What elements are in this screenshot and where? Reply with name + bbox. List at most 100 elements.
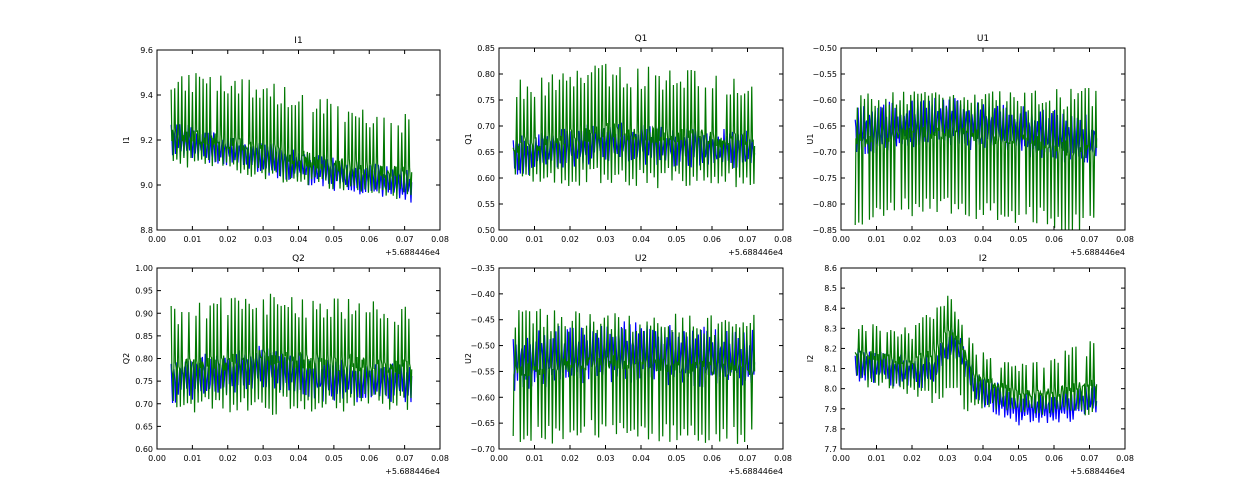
subplot-u1: 0.00 0.01 0.02 0.03 0.04 0.05 0.06 0.07 0.08 −0.8… bbox=[806, 34, 1134, 257]
x-tick-label: 0.04 bbox=[290, 454, 308, 463]
x-tick-label: 0.04 bbox=[632, 235, 650, 244]
y-tick-label: −0.50 bbox=[812, 44, 837, 53]
x-tick-label: 0.07 bbox=[739, 454, 757, 463]
x-tick-label: 0.03 bbox=[254, 454, 272, 463]
x-offset-label: +5.688446e4 bbox=[385, 467, 440, 476]
subplot-u2: 0.00 0.01 0.02 0.03 0.04 0.05 0.06 0.07 0.08 −0.7… bbox=[464, 254, 792, 476]
y-tick-label: 0.70 bbox=[477, 122, 495, 131]
x-offset-label: +5.688446e4 bbox=[385, 248, 440, 257]
x-tick-label: 0.04 bbox=[974, 235, 992, 244]
x-tick-label: 0.06 bbox=[703, 235, 721, 244]
x-tick-label: 0.08 bbox=[1116, 454, 1134, 463]
x-tick-label: 0.08 bbox=[774, 454, 792, 463]
x-tick-label: 0.08 bbox=[774, 235, 792, 244]
x-tick-label: 0.02 bbox=[903, 235, 921, 244]
subplot-i1: 0.00 0.01 0.02 0.03 0.04 0.05 0.06 0.07 0.08 8.8 9… bbox=[122, 36, 449, 257]
x-tick-label: 0.00 bbox=[490, 454, 508, 463]
y-tick-label: 0.55 bbox=[477, 200, 495, 209]
y-tick-label: 0.50 bbox=[477, 226, 495, 235]
y-tick-label: 0.80 bbox=[477, 70, 495, 79]
y-tick-label: 0.65 bbox=[135, 422, 153, 431]
y-tick-label: 8.5 bbox=[824, 284, 837, 293]
series-line-green bbox=[170, 73, 413, 200]
x-tick-label: 0.05 bbox=[668, 235, 686, 244]
x-tick-label: 0.06 bbox=[703, 454, 721, 463]
x-tick-label: 0.06 bbox=[1045, 454, 1063, 463]
x-tick-label: 0.07 bbox=[396, 454, 414, 463]
series-line-green bbox=[512, 63, 756, 189]
x-tick-label: 0.07 bbox=[739, 235, 757, 244]
subplot-q1: 0.00 0.01 0.02 0.03 0.04 0.05 0.06 0.07 0.08 0.50… bbox=[464, 34, 792, 257]
series-line-green bbox=[170, 293, 413, 415]
y-tick-label: −0.65 bbox=[812, 122, 837, 131]
y-tick-label: −0.45 bbox=[470, 316, 495, 325]
plot-area-q1 bbox=[512, 63, 756, 189]
y-tick-label: −0.65 bbox=[470, 419, 495, 428]
subplot-i2: 0.00 0.01 0.02 0.03 0.04 0.05 0.06 0.07 0.08 7.7 7… bbox=[806, 254, 1134, 476]
y-tick-label: 0.70 bbox=[135, 400, 153, 409]
y-axis-label: U2 bbox=[464, 353, 473, 364]
x-offset-label: +5.688446e4 bbox=[728, 248, 783, 257]
y-tick-label: −0.35 bbox=[470, 264, 495, 273]
x-tick-label: 0.01 bbox=[868, 235, 886, 244]
chart-title: U2 bbox=[635, 254, 647, 264]
y-tick-label: 0.85 bbox=[135, 332, 153, 341]
x-tick-label: 0.03 bbox=[597, 235, 615, 244]
y-tick-label: 0.95 bbox=[135, 287, 153, 296]
y-tick-label: 0.80 bbox=[135, 355, 153, 364]
y-tick-label: −0.60 bbox=[470, 393, 495, 402]
x-tick-label: 0.00 bbox=[832, 235, 850, 244]
x-tick-label: 0.05 bbox=[325, 235, 343, 244]
chart-title: U1 bbox=[977, 34, 989, 44]
x-tick-label: 0.06 bbox=[1045, 235, 1063, 244]
x-tick-label: 0.06 bbox=[360, 235, 378, 244]
x-tick-label: 0.08 bbox=[1116, 235, 1134, 244]
y-tick-label: 8.0 bbox=[824, 385, 837, 394]
y-tick-label: 7.8 bbox=[824, 425, 837, 434]
x-tick-label: 0.03 bbox=[597, 454, 615, 463]
y-axis-label: Q2 bbox=[122, 353, 131, 364]
x-tick-label: 0.00 bbox=[148, 454, 166, 463]
x-tick-label: 0.00 bbox=[148, 235, 166, 244]
series-line-green bbox=[854, 88, 1098, 230]
y-tick-label: 9.6 bbox=[140, 46, 153, 55]
x-tick-label: 0.02 bbox=[561, 454, 579, 463]
y-tick-label: −0.60 bbox=[812, 96, 837, 105]
x-tick-label: 0.07 bbox=[1081, 454, 1099, 463]
x-tick-label: 0.01 bbox=[868, 454, 886, 463]
plot-area-i2 bbox=[854, 295, 1098, 426]
x-tick-label: 0.00 bbox=[832, 454, 850, 463]
y-tick-label: −0.70 bbox=[470, 445, 495, 454]
y-tick-label: −0.80 bbox=[812, 200, 837, 209]
y-tick-label: 0.60 bbox=[135, 445, 153, 454]
chart-title: I1 bbox=[294, 36, 302, 46]
x-tick-label: 0.02 bbox=[561, 235, 579, 244]
y-tick-label: 7.7 bbox=[824, 445, 837, 454]
x-tick-label: 0.04 bbox=[974, 454, 992, 463]
x-offset-label: +5.688446e4 bbox=[728, 467, 783, 476]
plot-area-q2 bbox=[170, 293, 413, 415]
x-tick-label: 0.08 bbox=[431, 235, 449, 244]
subplot-q2: 0.00 0.01 0.02 0.03 0.04 0.05 0.06 0.07 0.08 0.60… bbox=[122, 254, 449, 476]
y-tick-label: 7.9 bbox=[824, 405, 837, 414]
y-tick-label: 0.75 bbox=[135, 377, 153, 386]
x-tick-label: 0.03 bbox=[254, 235, 272, 244]
y-axis-label: Q1 bbox=[464, 133, 473, 144]
y-tick-label: −0.85 bbox=[812, 226, 837, 235]
x-tick-label: 0.05 bbox=[1010, 235, 1028, 244]
series-line-green bbox=[512, 308, 756, 444]
x-tick-label: 0.05 bbox=[325, 454, 343, 463]
plot-area-i1 bbox=[170, 73, 413, 203]
x-tick-label: 0.05 bbox=[668, 454, 686, 463]
y-tick-label: 9.0 bbox=[140, 181, 153, 190]
y-tick-label: 9.2 bbox=[140, 136, 153, 145]
y-tick-label: 8.4 bbox=[824, 304, 837, 313]
x-offset-label: +5.688446e4 bbox=[1070, 248, 1125, 257]
x-tick-label: 0.03 bbox=[939, 454, 957, 463]
x-tick-label: 0.01 bbox=[526, 454, 544, 463]
chart-title: I2 bbox=[979, 254, 987, 264]
y-tick-label: 8.8 bbox=[140, 226, 153, 235]
y-tick-label: 0.60 bbox=[477, 174, 495, 183]
y-tick-label: 8.3 bbox=[824, 324, 837, 333]
